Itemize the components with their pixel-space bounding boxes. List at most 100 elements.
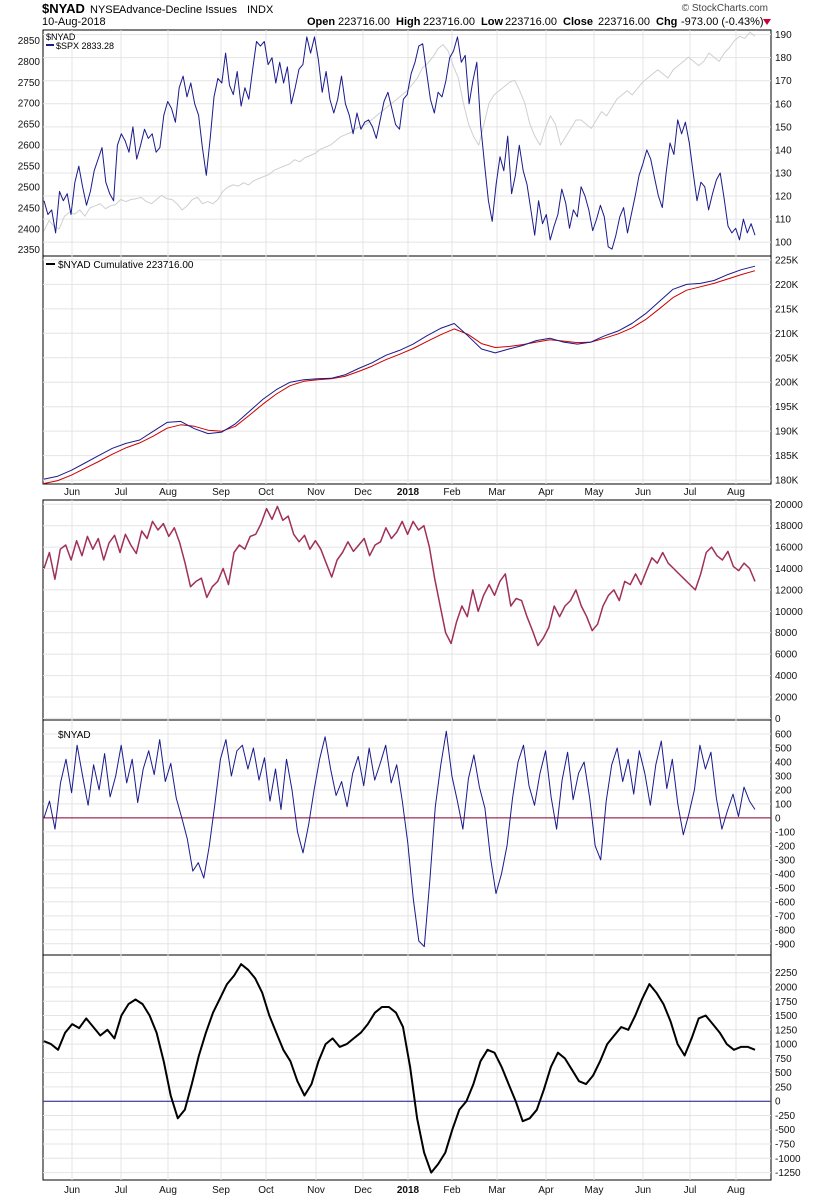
panel-4-right-tick-label: 100 — [775, 799, 792, 810]
panel-5-right-tick-label: -250 — [775, 1111, 795, 1122]
legend-nyad-daily: $NYAD — [58, 730, 91, 741]
panel-1-right-tick-label: 150 — [775, 122, 792, 133]
panel-4-right-tick-label: -100 — [775, 827, 795, 838]
panel-2-right-tick-label: 180K — [775, 476, 799, 487]
x-axis-bottom: Jun Jul Aug Sep Oct Nov Dec 2018 Feb Mar Apr May Jun… — [64, 1185, 745, 1196]
x-tick-label: Jun — [635, 487, 651, 498]
header-symbol: $NYAD — [42, 1, 85, 16]
momentum-line — [43, 963, 756, 1174]
panel-5-right-tick-label: 1750 — [775, 997, 798, 1008]
x-tick-label: Jul — [115, 487, 128, 498]
panel-1-right-tick-label: 120 — [775, 192, 792, 203]
x-tick-label: Jun — [635, 1185, 651, 1196]
x-tick-label: Aug — [159, 1185, 177, 1196]
panel-3-right-tick-label: 12000 — [775, 585, 803, 596]
high-label: High — [396, 16, 421, 28]
high-value: 223716.00 — [423, 16, 475, 28]
panel-1-left-tick-label: 2800 — [18, 57, 41, 68]
watermark: © StockCharts.com — [682, 3, 768, 14]
tick-layer: 100 110 120 130 140 150 160 170 180 190 2350 2400 24… — [18, 30, 803, 1179]
panel-3-right-tick-label: 6000 — [775, 650, 798, 661]
panel-2-right-tick-label: 210K — [775, 329, 799, 340]
header-description: Advance-Decline Issues — [119, 4, 238, 16]
panel-1-left-tick-label: 2550 — [18, 162, 41, 173]
x-tick-label: Apr — [538, 487, 554, 498]
panel-5-right-tick-label: -500 — [775, 1125, 795, 1136]
panel-4-right-tick-label: -500 — [775, 883, 795, 894]
panel-4-right-tick-label: -200 — [775, 841, 795, 852]
low-label: Low — [481, 16, 503, 28]
panel-5-right-tick-label: 250 — [775, 1082, 792, 1093]
nyad-daily-line — [43, 730, 756, 948]
panel-5-right-tick-label: 2000 — [775, 982, 798, 993]
panel-1-left-tick-label: 2850 — [18, 36, 41, 47]
panel-1-left-tick-label: 2750 — [18, 78, 41, 89]
x-tick-label: Dec — [354, 1185, 372, 1196]
panel-5-right-tick-label: 1500 — [775, 1011, 798, 1022]
panel-1-right-tick-label: 190 — [775, 30, 792, 41]
x-tick-label: May — [585, 1185, 604, 1196]
panel-1-legend: $NYAD $SPX 2833.28 — [46, 32, 114, 51]
down-arrow-icon — [763, 19, 771, 25]
open-value: 223716.00 — [338, 16, 390, 28]
x-tick-label: May — [585, 487, 604, 498]
panel-2-right-tick-label: 190K — [775, 427, 799, 438]
x-tick-label: Jun — [64, 1185, 80, 1196]
panel-1-left-tick-label: 2700 — [18, 99, 41, 110]
panel-4-right-tick-label: 300 — [775, 771, 792, 782]
panel-1-right-tick-label: 180 — [775, 53, 792, 64]
panel-1-left-tick-label: 2650 — [18, 120, 41, 131]
cumulative-line — [43, 265, 756, 480]
panel-5-right-tick-label: -1250 — [775, 1168, 801, 1179]
header-type: INDX — [247, 4, 274, 16]
panel-4-right-tick-label: -700 — [775, 911, 795, 922]
close-value: 223716.00 — [598, 16, 650, 28]
x-tick-label: Apr — [538, 1185, 554, 1196]
panel-3-right-tick-label: 20000 — [775, 500, 803, 511]
panel-5-right-tick-label: 750 — [775, 1054, 792, 1065]
close-label: Close — [563, 16, 593, 28]
panel-3-right-tick-label: 8000 — [775, 628, 798, 639]
chg-label: Chg — [656, 16, 677, 28]
low-value: 223716.00 — [505, 16, 557, 28]
panel-1-left-tick-label: 2400 — [18, 224, 41, 235]
panel-3-right-tick-label: 2000 — [775, 692, 798, 703]
x-tick-label: Sep — [212, 487, 230, 498]
panel-2-legend: $NYAD Cumulative 223716.00 — [46, 260, 194, 271]
panel-5-right-tick-label: 0 — [775, 1097, 781, 1108]
panel-1-right-tick-label: 170 — [775, 76, 792, 87]
panel-1-left-tick-label: 2450 — [18, 203, 41, 214]
open-label: Open — [307, 16, 335, 28]
legend-nyad: $NYAD — [46, 32, 76, 42]
panel-3-right-tick-label: 10000 — [775, 607, 803, 618]
x-tick-label: 2018 — [397, 487, 420, 498]
panel-2-right-tick-label: 225K — [775, 255, 799, 266]
header-date: 10-Aug-2018 — [42, 16, 106, 28]
panel-4-right-tick-label: 500 — [775, 743, 792, 754]
panel-4-right-tick-label: -400 — [775, 869, 795, 880]
x-tick-label: 2018 — [397, 1185, 420, 1196]
panel-5-right-tick-label: 1000 — [775, 1040, 798, 1051]
legend-cumulative: $NYAD Cumulative 223716.00 — [58, 260, 194, 271]
panel-1-left-tick-label: 2500 — [18, 182, 41, 193]
panel-3-right-tick-label: 4000 — [775, 671, 798, 682]
panel-1-right-tick-label: 130 — [775, 168, 792, 179]
panel-1-right-tick-label: 110 — [775, 215, 791, 226]
panel-4-right-tick-label: 400 — [775, 757, 792, 768]
x-tick-label: Feb — [443, 487, 461, 498]
chart-header: $NYAD NYSE Advance-Decline Issues INDX 1… — [42, 1, 771, 28]
x-tick-label: Nov — [307, 1185, 325, 1196]
panel-2-right-tick-label: 215K — [775, 304, 799, 315]
x-tick-label: Jul — [684, 487, 697, 498]
panel-1-left-tick-label: 2600 — [18, 141, 41, 152]
x-tick-label: Jul — [684, 1185, 697, 1196]
panel-5-right-tick-label: -1000 — [775, 1154, 801, 1165]
panel-4-legend: $NYAD — [58, 730, 91, 741]
x-tick-label: Dec — [354, 487, 372, 498]
nyad-line — [43, 36, 756, 250]
panel-2-right-tick-label: 200K — [775, 378, 799, 389]
x-tick-label: Jul — [115, 1185, 128, 1196]
series-layer — [43, 31, 771, 1174]
panel-1-right-tick-label: 100 — [775, 238, 792, 249]
x-tick-label: Jun — [64, 487, 80, 498]
